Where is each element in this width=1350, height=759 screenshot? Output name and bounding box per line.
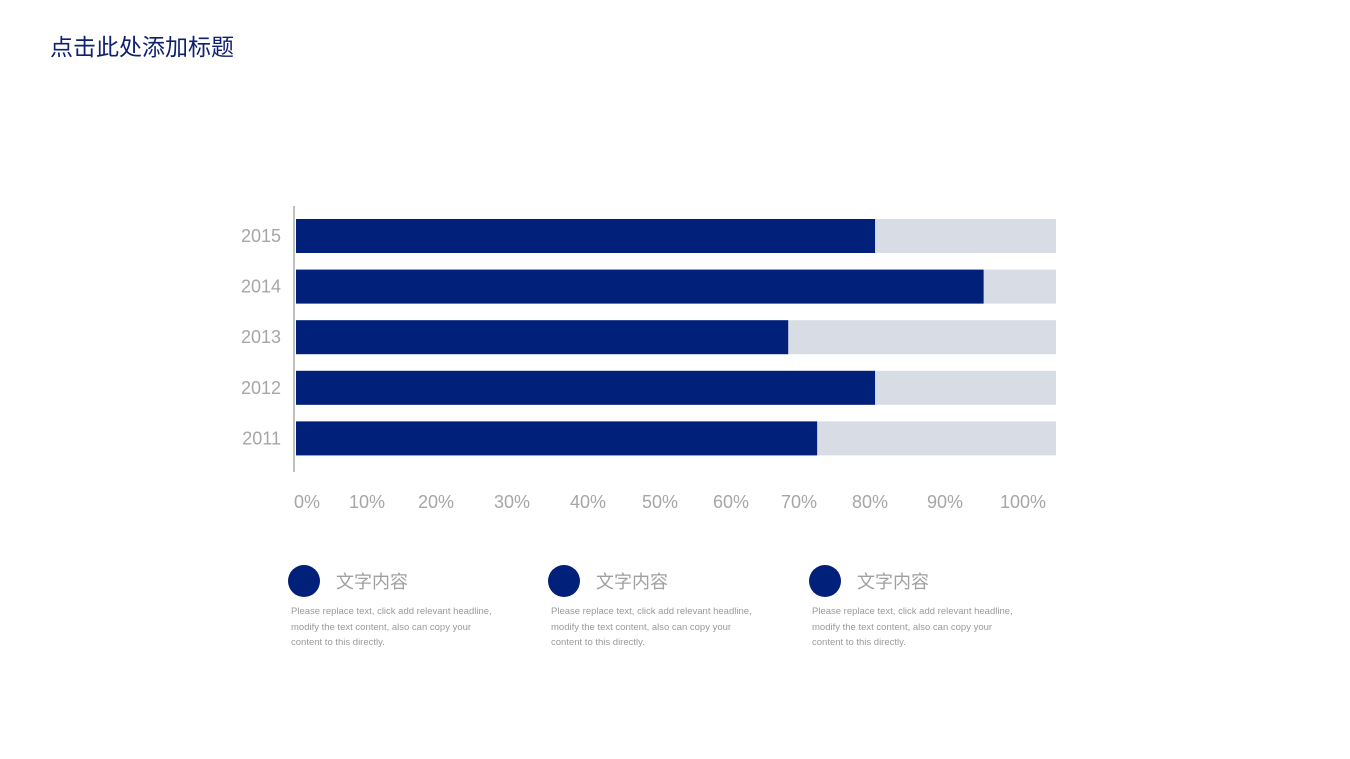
x-tick-label: 100% [1000, 492, 1046, 512]
y-tick-label: 2015 [241, 226, 281, 246]
bar-2011[interactable] [296, 421, 818, 456]
circle-icon [288, 565, 320, 597]
x-tick-label: 40% [570, 492, 606, 512]
x-tick-label: 10% [349, 492, 385, 512]
x-tick-label: 90% [927, 492, 963, 512]
bar-chart: 2015 2014 2013 2012 2011 0% 10% 20% 30% 40% 50% 60%… [241, 206, 1056, 512]
item-body[interactable]: Please replace text, click add relevant … [812, 606, 1013, 648]
item-heading[interactable]: 文字内容 [336, 572, 408, 593]
x-tick-label: 0% [294, 492, 320, 512]
bar-2013[interactable] [296, 320, 789, 355]
x-tick-label: 50% [642, 492, 678, 512]
y-tick-label: 2012 [241, 378, 281, 398]
x-tick-label: 30% [494, 492, 530, 512]
x-tick-label: 20% [418, 492, 454, 512]
slide-title[interactable]: 点击此处添加标题 [50, 35, 234, 61]
circle-icon [548, 565, 580, 597]
x-tick-label: 80% [852, 492, 888, 512]
item-heading[interactable]: 文字内容 [596, 572, 668, 593]
y-tick-label: 2014 [241, 277, 281, 297]
item-body[interactable]: Please replace text, click add relevant … [551, 606, 752, 648]
y-tick-label: 2013 [241, 327, 281, 347]
x-tick-label: 60% [713, 492, 749, 512]
y-tick-label: 2011 [242, 428, 281, 448]
item-heading[interactable]: 文字内容 [857, 572, 929, 593]
bar-2014[interactable] [296, 269, 984, 304]
item-body[interactable]: Please replace text, click add relevant … [291, 606, 492, 648]
circle-icon [809, 565, 841, 597]
bar-2015[interactable] [296, 219, 876, 253]
x-tick-label: 70% [781, 492, 817, 512]
bar-2012[interactable] [296, 370, 876, 405]
